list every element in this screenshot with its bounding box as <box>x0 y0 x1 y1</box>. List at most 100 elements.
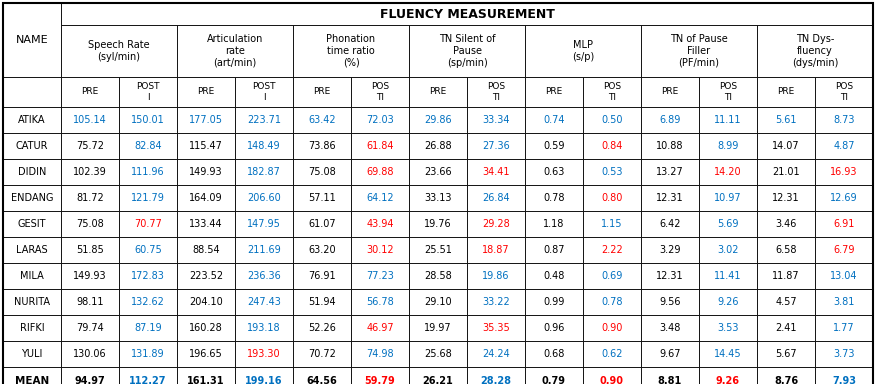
Text: POST
I: POST I <box>252 82 276 102</box>
Text: 16.93: 16.93 <box>830 167 858 177</box>
Bar <box>119 133 177 159</box>
Bar <box>525 263 583 289</box>
Bar <box>235 263 293 289</box>
Bar <box>3 237 61 263</box>
Bar <box>61 237 119 263</box>
Bar <box>177 107 235 133</box>
Bar <box>61 315 119 341</box>
Text: 0.99: 0.99 <box>543 297 565 307</box>
Bar <box>351 77 409 107</box>
Text: 236.36: 236.36 <box>247 271 281 281</box>
Bar <box>351 107 409 133</box>
Text: 63.42: 63.42 <box>308 115 336 125</box>
Text: 0.87: 0.87 <box>543 245 565 255</box>
Text: 13.27: 13.27 <box>656 167 684 177</box>
Bar <box>583 263 641 289</box>
Bar <box>293 367 351 384</box>
Bar <box>3 133 61 159</box>
Text: 102.39: 102.39 <box>73 167 107 177</box>
Bar <box>525 237 583 263</box>
Bar <box>641 211 699 237</box>
Bar <box>235 159 293 185</box>
Text: 6.79: 6.79 <box>833 245 855 255</box>
Bar <box>61 3 873 25</box>
Bar <box>3 341 61 367</box>
Text: 0.79: 0.79 <box>542 376 566 384</box>
Bar <box>641 315 699 341</box>
Text: 34.41: 34.41 <box>483 167 510 177</box>
Bar <box>467 315 525 341</box>
Text: 8.73: 8.73 <box>833 115 855 125</box>
Bar <box>119 367 177 384</box>
Text: 60.75: 60.75 <box>134 245 162 255</box>
Bar <box>235 107 293 133</box>
Bar <box>409 211 467 237</box>
Text: PRE: PRE <box>546 88 562 96</box>
Text: 148.49: 148.49 <box>247 141 281 151</box>
Bar <box>119 159 177 185</box>
Bar <box>409 341 467 367</box>
Text: 11.11: 11.11 <box>714 115 742 125</box>
Text: PRE: PRE <box>661 88 679 96</box>
Bar <box>815 77 873 107</box>
Bar <box>525 341 583 367</box>
Text: 206.60: 206.60 <box>247 193 281 203</box>
Text: NAME: NAME <box>16 35 48 45</box>
Bar <box>177 77 235 107</box>
Bar <box>757 77 815 107</box>
Text: 52.26: 52.26 <box>308 323 336 333</box>
Bar <box>641 133 699 159</box>
Bar <box>119 289 177 315</box>
Text: Phonation
time ratio
(%): Phonation time ratio (%) <box>327 35 376 68</box>
Bar <box>467 159 525 185</box>
Bar <box>641 77 699 107</box>
Text: 24.24: 24.24 <box>482 349 510 359</box>
Bar <box>293 211 351 237</box>
Text: 63.20: 63.20 <box>308 245 336 255</box>
Bar <box>351 263 409 289</box>
Bar <box>3 211 61 237</box>
Text: NURITA: NURITA <box>14 297 50 307</box>
Text: ENDANG: ENDANG <box>11 193 53 203</box>
Bar <box>235 341 293 367</box>
Bar <box>525 289 583 315</box>
Text: 14.20: 14.20 <box>714 167 742 177</box>
Text: POS
TI: POS TI <box>835 82 853 102</box>
Text: PRE: PRE <box>314 88 330 96</box>
Bar <box>351 159 409 185</box>
Text: 12.31: 12.31 <box>656 193 684 203</box>
Bar <box>61 185 119 211</box>
Text: 88.54: 88.54 <box>192 245 220 255</box>
Text: 9.67: 9.67 <box>660 349 681 359</box>
Text: 69.88: 69.88 <box>366 167 393 177</box>
Text: 131.89: 131.89 <box>131 349 165 359</box>
Text: Articulation
rate
(art/min): Articulation rate (art/min) <box>207 35 263 68</box>
Text: 19.86: 19.86 <box>483 271 510 281</box>
Text: 0.90: 0.90 <box>601 323 623 333</box>
Bar <box>583 289 641 315</box>
Bar <box>757 367 815 384</box>
Text: 82.84: 82.84 <box>134 141 162 151</box>
Bar <box>61 159 119 185</box>
Text: DIDIN: DIDIN <box>18 167 46 177</box>
Bar <box>757 159 815 185</box>
Text: 33.13: 33.13 <box>424 193 452 203</box>
Bar <box>293 315 351 341</box>
Bar <box>177 211 235 237</box>
Bar <box>757 25 873 77</box>
Bar <box>61 289 119 315</box>
Bar <box>583 107 641 133</box>
Text: 73.86: 73.86 <box>308 141 336 151</box>
Text: 247.43: 247.43 <box>247 297 281 307</box>
Bar <box>583 341 641 367</box>
Bar <box>467 133 525 159</box>
Text: TN Dys-
fluency
(dys/min): TN Dys- fluency (dys/min) <box>792 35 838 68</box>
Text: PRE: PRE <box>777 88 795 96</box>
Text: 172.83: 172.83 <box>131 271 165 281</box>
Text: 26.84: 26.84 <box>482 193 510 203</box>
Bar <box>699 133 757 159</box>
Text: 76.91: 76.91 <box>308 271 336 281</box>
Text: 0.74: 0.74 <box>543 115 565 125</box>
Text: 27.36: 27.36 <box>482 141 510 151</box>
Text: 204.10: 204.10 <box>189 297 223 307</box>
